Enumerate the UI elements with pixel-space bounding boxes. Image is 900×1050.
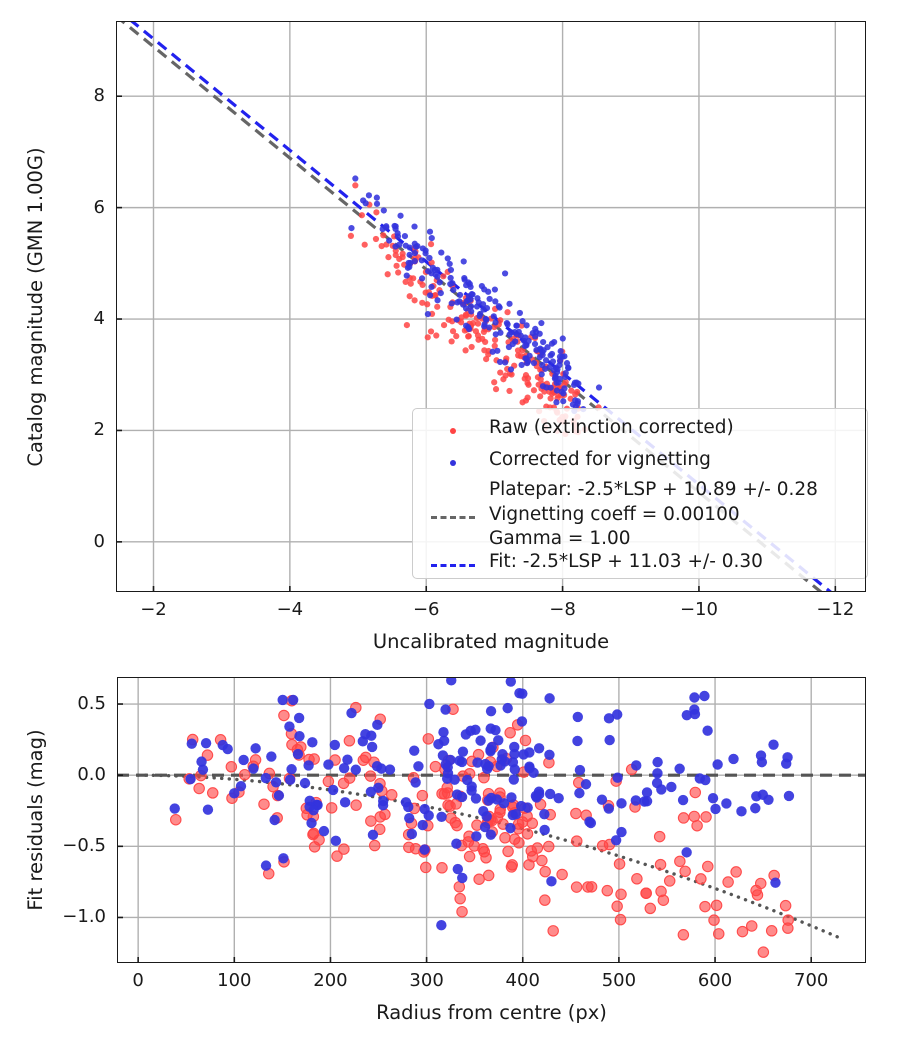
x-tick-label: −4	[276, 599, 304, 620]
y-tick-label: 8	[93, 85, 105, 107]
top-plot-legend[interactable]: Raw (extinction corrected) Corrected for …	[412, 408, 868, 579]
x-tick-label: 600	[697, 970, 733, 991]
legend-dash	[431, 515, 475, 519]
legend-dot	[450, 428, 456, 434]
top-plot-svg	[116, 21, 866, 592]
legend-entry-label: Fit: -2.5*LSP + 11.03 +/- 0.30	[489, 551, 763, 572]
x-tick-label: 200	[313, 970, 348, 991]
legend-dash	[431, 563, 475, 567]
legend-marker-dot	[427, 451, 479, 475]
y-tick-label: 0.0	[77, 764, 106, 786]
x-tick-label: 100	[217, 970, 252, 991]
bottom-plot-svg	[117, 677, 866, 963]
x-tick-label: 0	[132, 970, 144, 991]
legend-marker-dash	[427, 505, 479, 529]
x-tick-label: 700	[794, 970, 829, 991]
legend-entry[interactable]: Platepar: -2.5*LSP + 10.89 +/- 0.28 Vigne…	[489, 479, 818, 555]
x-tick-label: 500	[601, 970, 637, 991]
top-x-axis-title: Uncalibrated magnitude	[372, 630, 610, 653]
legend-entry-label: Platepar: -2.5*LSP + 10.89 +/- 0.28	[489, 479, 818, 500]
y-tick-label: 0	[93, 530, 105, 552]
bottom-x-axis-title: Radius from centre (px)	[376, 1001, 607, 1024]
top-y-axis-title: Catalog magnitude (GMN 1.00G)	[24, 146, 47, 467]
y-tick-label: −0.5	[62, 835, 106, 857]
legend-marker-dash	[427, 553, 479, 577]
y-tick-label: 4	[93, 308, 105, 330]
legend-entry-label: Gamma = 1.00	[489, 528, 631, 549]
legend-dot	[450, 460, 456, 466]
y-tick-label: 6	[93, 196, 105, 218]
x-tick-label: −12	[816, 599, 855, 620]
y-tick-label: −1.0	[62, 906, 106, 928]
legend-marker-dot	[427, 419, 479, 443]
x-tick-label: 400	[505, 970, 540, 991]
y-tick-label: 0.5	[77, 693, 106, 715]
legend-entry[interactable]: Corrected for vignetting	[489, 449, 711, 476]
y-tick-label: 2	[93, 419, 105, 441]
legend-entry[interactable]: Raw (extinction corrected)	[489, 417, 734, 444]
x-tick-label: −2	[140, 599, 167, 620]
fit-residuals-plot	[117, 677, 866, 963]
legend-entry-label: Corrected for vignetting	[489, 449, 711, 470]
x-tick-label: 300	[409, 970, 444, 991]
bottom-y-axis-title: Fit residuals (mag)	[24, 729, 47, 911]
x-tick-label: −8	[549, 599, 576, 620]
legend-entry-label: Raw (extinction corrected)	[489, 417, 734, 438]
x-tick-label: −10	[679, 599, 718, 620]
legend-entry[interactable]: Fit: -2.5*LSP + 11.03 +/- 0.30	[489, 551, 763, 578]
x-tick-label: −6	[412, 599, 440, 620]
legend-entry-label: Vignetting coeff = 0.00100	[489, 503, 740, 525]
